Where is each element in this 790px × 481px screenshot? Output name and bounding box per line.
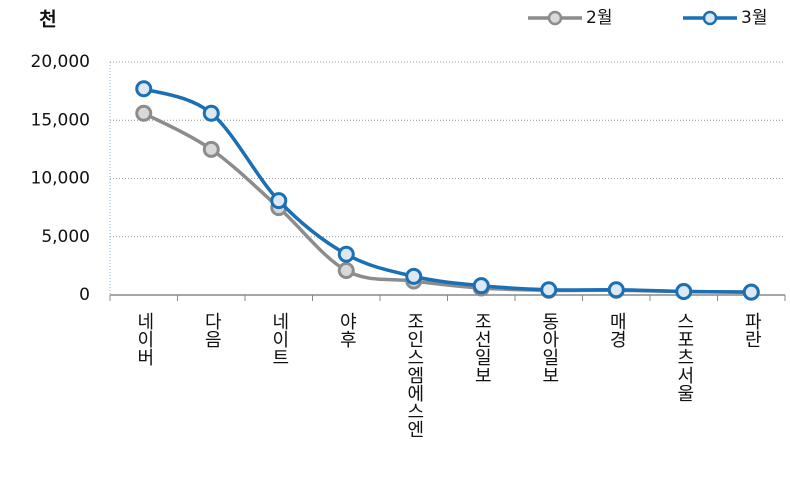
x-tick-label: 매경 <box>606 312 627 348</box>
point <box>135 80 153 98</box>
point <box>337 262 355 280</box>
point <box>135 104 153 122</box>
unit-label: 천 <box>39 9 56 31</box>
point <box>202 104 220 122</box>
legend-marker <box>547 10 563 26</box>
point <box>540 281 558 299</box>
point <box>202 140 220 158</box>
y-tick-label: 20,000 <box>31 52 90 72</box>
point <box>405 267 423 285</box>
point <box>675 283 693 301</box>
x-tick-label: 동아일보 <box>539 312 560 384</box>
y-tick-label: 15,000 <box>31 110 90 130</box>
x-tick-label: 네이트 <box>269 312 290 366</box>
x-tick-label: 스포츠서울 <box>674 312 695 402</box>
legend-marker <box>702 10 718 26</box>
legend-label: 2월 <box>586 8 612 28</box>
point <box>742 283 760 301</box>
point <box>607 281 625 299</box>
point <box>270 192 288 210</box>
legend-label: 3월 <box>741 8 767 28</box>
point <box>472 277 490 295</box>
series-line <box>143 87 752 294</box>
y-tick-label: 0 <box>79 285 90 305</box>
x-tick-label: 네이버 <box>134 312 155 366</box>
x-tick-label: 조선일보 <box>471 312 492 384</box>
y-tick-label: 5,000 <box>41 227 90 247</box>
x-tick-label: 야후 <box>336 312 357 348</box>
x-tick-label: 파란 <box>741 312 762 348</box>
point <box>337 245 355 263</box>
x-tick-label: 다음 <box>201 312 222 348</box>
x-tick-label: 조인스엠에스엔 <box>404 312 425 438</box>
y-tick-label: 10,000 <box>31 169 90 189</box>
